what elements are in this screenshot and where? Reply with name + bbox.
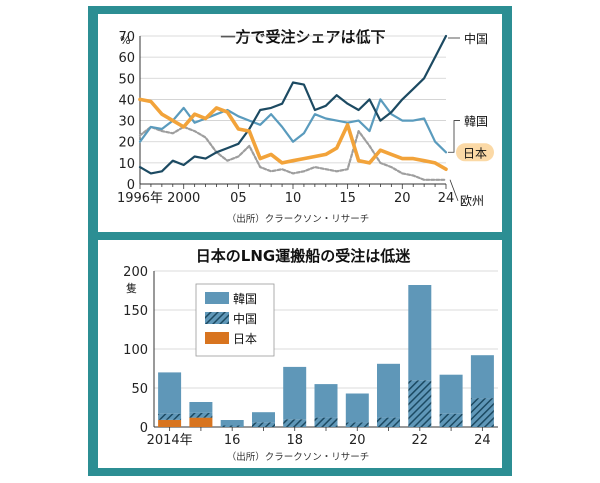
lng-y-tick-labels: 0 50 100 150 200 — [123, 265, 148, 436]
lng-bar-china — [377, 417, 400, 427]
lng-bar-korea — [470, 355, 494, 399]
share-line-china — [138, 34, 448, 175]
share-y-tick-label: 40 — [118, 93, 135, 108]
lng-bar-korea — [439, 374, 463, 414]
lng-bars — [158, 285, 494, 427]
lng-bar-china — [470, 398, 494, 427]
lng-legend-label-china: 中国 — [233, 311, 257, 326]
lng-unit-label: 隻 — [126, 281, 137, 295]
share-x-tick-label: 24 — [438, 191, 455, 206]
share-line-chart: 一方で受注シェアは低下 % 0 10 20 30 40 50 60 70 1996年 2000 0… — [117, 28, 494, 225]
lng-bar-chart: 日本のLNG運搬船の受注は低迷 隻 0 50 100 150 200 2014年 16 18… — [123, 247, 498, 463]
share-y-tick-label: 50 — [118, 72, 135, 87]
label-leader-europe — [449, 179, 459, 202]
label-leader-korea — [448, 120, 460, 153]
lng-bar-china — [283, 419, 307, 427]
share-y-tick-label: 30 — [118, 115, 135, 130]
series-label-japan: 日本 — [463, 146, 487, 160]
lng-chart-panel: 日本のLNG運搬船の受注は低迷 隻 0 50 100 150 200 2014年 16 18… — [98, 240, 502, 468]
share-chart-title: 一方で受注シェアは低下 — [220, 28, 385, 46]
share-line-japan — [138, 97, 448, 171]
lng-x-tick-label: 22 — [412, 433, 429, 448]
lng-y-tick-label: 100 — [123, 343, 148, 358]
lng-y-tick-label: 150 — [123, 304, 148, 319]
share-y-tick-label: 0 — [127, 178, 135, 193]
lng-y-tick-label: 200 — [123, 265, 148, 280]
lng-bar-korea — [158, 372, 182, 414]
lng-x-tick-label: 18 — [286, 433, 303, 448]
share-x-tick-label: 05 — [230, 191, 247, 206]
lng-legend-swatch-china — [205, 312, 229, 324]
share-x-tick-labels: 1996年 2000 05 10 15 20 24 — [117, 191, 454, 206]
share-y-tick-label: 70 — [118, 30, 135, 45]
lng-bar-korea — [283, 366, 307, 420]
lng-y-tick-label: 0 — [140, 421, 148, 436]
share-grid — [139, 35, 447, 189]
lng-x-tick-labels: 2014年 16 18 20 22 24 — [147, 433, 491, 448]
lng-bar-china — [408, 380, 432, 427]
lng-x-tick-label: 2014年 — [147, 433, 193, 448]
lng-bar-china — [189, 413, 213, 418]
lng-bar-china — [158, 413, 182, 420]
lng-bar-china — [314, 417, 338, 427]
lng-bar-korea — [408, 285, 432, 381]
lng-x-tick-label: 16 — [224, 433, 241, 448]
lng-bar-china — [220, 425, 244, 427]
share-y-tick-label: 20 — [118, 136, 135, 151]
series-label-china: 中国 — [464, 31, 488, 46]
share-x-tick-label: 1996年 — [117, 191, 163, 206]
lng-bar-korea — [314, 384, 338, 418]
lng-legend-label-korea: 韓国 — [233, 292, 257, 306]
share-x-tick-label: 2000 — [167, 191, 200, 206]
lng-bar-korea — [220, 420, 244, 426]
lng-legend-swatch-korea — [205, 292, 229, 304]
share-y-tick-labels: 0 10 20 30 40 50 60 70 — [118, 30, 135, 193]
lng-legend-swatch-japan — [205, 332, 229, 344]
share-x-tick-label: 15 — [339, 191, 356, 206]
share-x-tick-label: 10 — [285, 191, 302, 206]
lng-bar-korea — [189, 402, 213, 413]
share-source-note: （出所）クラークソン・リサーチ — [227, 213, 370, 225]
lng-chart-title: 日本のLNG運搬船の受注は低迷 — [196, 247, 411, 265]
lng-x-tick-label: 20 — [349, 433, 366, 448]
lng-y-tick-label: 50 — [131, 382, 148, 397]
share-series-lines — [138, 34, 448, 181]
lng-bar-china — [345, 422, 369, 427]
lng-bar-korea — [252, 412, 275, 423]
share-line-europe — [138, 125, 448, 181]
lng-legend-label-japan: 日本 — [233, 332, 257, 346]
lng-bar-china — [252, 422, 275, 427]
lng-x-tick-label: 24 — [474, 433, 491, 448]
lng-bar-korea — [345, 393, 369, 423]
share-y-tick-label: 60 — [118, 51, 135, 66]
series-label-japan-bg — [456, 143, 494, 162]
lng-bar-japan — [189, 417, 213, 427]
share-unit-label: % — [120, 34, 130, 47]
share-x-tick-label: 20 — [394, 191, 411, 206]
share-y-tick-label: 10 — [118, 157, 135, 172]
series-label-europe: 欧州 — [460, 194, 484, 208]
lng-bar-china — [439, 413, 463, 427]
lng-bar-japan — [158, 420, 182, 427]
lng-source-note: （出所）クラークソン・リサーチ — [227, 451, 370, 463]
share-chart-panel: 一方で受注シェアは低下 % 0 10 20 30 40 50 60 70 1996年 2000 0… — [98, 14, 502, 232]
series-label-korea: 韓国 — [464, 115, 488, 129]
lng-bar-korea — [377, 363, 400, 418]
